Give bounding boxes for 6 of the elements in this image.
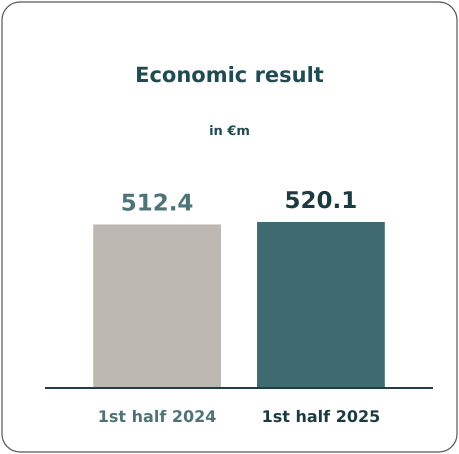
chart-subtitle: in €m	[209, 124, 250, 139]
chart-title: Economic result	[135, 63, 324, 87]
data-label: 520.1	[284, 188, 358, 214]
x-tick-label: 1st half 2024	[98, 407, 216, 426]
x-tick-label: 1st half 2025	[262, 407, 380, 426]
data-label: 512.4	[120, 190, 194, 216]
